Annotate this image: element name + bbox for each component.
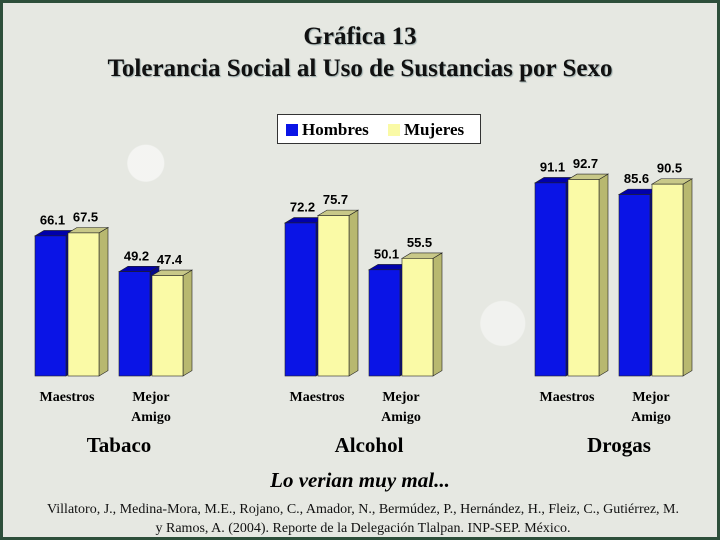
category-label-1-1: Amigo: [381, 410, 421, 425]
bar-hombres-1-1-value-label: 50.1: [374, 246, 399, 261]
bar-hombres-1-1: [368, 269, 401, 377]
group-label-0: Tabaco: [87, 433, 152, 457]
bar-mujeres-2-0-side: [598, 173, 609, 377]
legend-swatch-hombres: [286, 124, 298, 136]
legend-label-mujeres: Mujeres: [404, 120, 465, 139]
category-label-2-0: Maestros: [540, 390, 595, 405]
category-label-1-1: Mejor: [382, 390, 419, 405]
chart-subtitle: Tolerancia Social al Uso de Sustancias p…: [107, 55, 613, 82]
bar-hombres-2-1: [618, 194, 651, 377]
bar-mujeres-0-1-value-label: 47.4: [157, 252, 183, 267]
category-label-2-1: Mejor: [632, 390, 669, 405]
bar-mujeres-1-0-value-label: 75.7: [323, 192, 348, 207]
caption: Lo verian muy mal...: [270, 468, 450, 492]
bar-hombres-1-0-value-label: 72.2: [290, 200, 315, 215]
bar-mujeres-1-1-value-label: 55.5: [407, 235, 432, 250]
bar-mujeres-1-1-side: [432, 252, 443, 377]
bar-mujeres-0-1: [151, 275, 184, 377]
bar-mujeres-2-0: [567, 179, 600, 377]
category-label-1-0: Maestros: [290, 390, 345, 405]
bar-hombres-0-0-value-label: 66.1: [40, 212, 65, 227]
bar-hombres-0-0: [34, 235, 67, 377]
bar-mujeres-1-1: [401, 258, 434, 377]
bar-hombres-2-0: [534, 182, 567, 377]
bar-hombres-0-1: [118, 271, 151, 377]
bar-hombres-0-1-value-label: 49.2: [124, 248, 149, 263]
bar-hombres-2-0-value-label: 91.1: [540, 159, 565, 174]
bar-mujeres-2-1-value-label: 90.5: [657, 161, 682, 176]
category-label-0-1: Amigo: [131, 410, 171, 425]
bar-chart: 66.1 67.5 Maestros 49.2 47.4 Mejor Amigo Tabaco…: [33, 156, 694, 457]
bar-mujeres-2-0-value-label: 92.7: [573, 156, 598, 171]
bar-mujeres-2-1-side: [682, 178, 693, 377]
bar-mujeres-1-0-side: [348, 209, 359, 377]
category-label-0-0: Maestros: [40, 390, 95, 405]
legend: Hombres Mujeres: [277, 114, 481, 144]
legend-label-hombres: Hombres: [302, 120, 369, 139]
category-label-2-1: Amigo: [631, 410, 671, 425]
bar-mujeres-1-0: [317, 215, 350, 377]
bar-mujeres-2-1: [651, 183, 684, 377]
legend-swatch-mujeres: [388, 124, 400, 136]
source-citation: Villatoro, J., Medina-Mora, M.E., Rojano…: [47, 502, 679, 536]
bar-mujeres-0-0: [67, 232, 100, 377]
bar-mujeres-0-0-value-label: 67.5: [73, 210, 98, 225]
bar-mujeres-0-0-side: [98, 226, 109, 377]
bar-hombres-1-0: [284, 222, 317, 377]
chart-title: Gráfica 13: [303, 23, 417, 50]
bar-hombres-2-1-value-label: 85.6: [624, 171, 649, 186]
bar-mujeres-0-1-side: [182, 269, 193, 377]
group-label-2: Drogas: [587, 433, 651, 457]
category-label-0-1: Mejor: [132, 390, 169, 405]
group-label-1: Alcohol: [335, 433, 404, 457]
